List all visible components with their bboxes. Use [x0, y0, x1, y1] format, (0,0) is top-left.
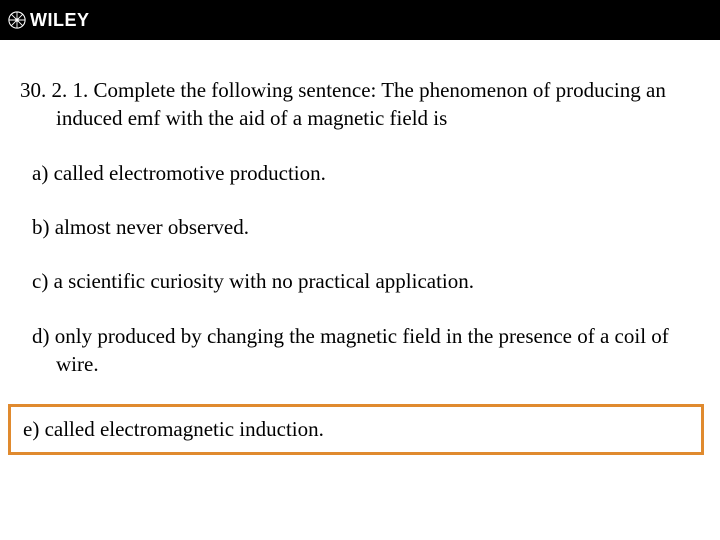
option-e-highlighted: e) called electromagnetic induction. — [8, 404, 704, 454]
brand-name: WILEY — [30, 10, 90, 31]
option-label: a) — [32, 161, 48, 185]
option-text: called electromotive production. — [54, 161, 326, 185]
option-text: only produced by changing the magnetic f… — [55, 324, 669, 376]
option-text: called electromagnetic induction. — [45, 417, 324, 441]
option-label: e) — [23, 417, 39, 441]
option-label: d) — [32, 324, 50, 348]
question-number: 30. 2. 1. — [20, 78, 88, 102]
option-c: c) a scientific curiosity with no practi… — [20, 267, 700, 295]
wiley-logo-icon — [8, 11, 26, 29]
question-stem: 30. 2. 1. Complete the following sentenc… — [20, 76, 700, 133]
option-text: almost never observed. — [55, 215, 249, 239]
header-bar: WILEY — [0, 0, 720, 40]
option-b: b) almost never observed. — [20, 213, 700, 241]
option-text: a scientific curiosity with no practical… — [54, 269, 474, 293]
option-label: b) — [32, 215, 50, 239]
options-list: a) called electromotive production. b) a… — [20, 159, 700, 455]
option-a: a) called electromotive production. — [20, 159, 700, 187]
slide-content: 30. 2. 1. Complete the following sentenc… — [0, 40, 720, 455]
question-line1: Complete the following sentence: The phe… — [94, 78, 551, 102]
option-label: c) — [32, 269, 48, 293]
brand-logo: WILEY — [8, 10, 90, 31]
option-d: d) only produced by changing the magneti… — [20, 322, 700, 379]
